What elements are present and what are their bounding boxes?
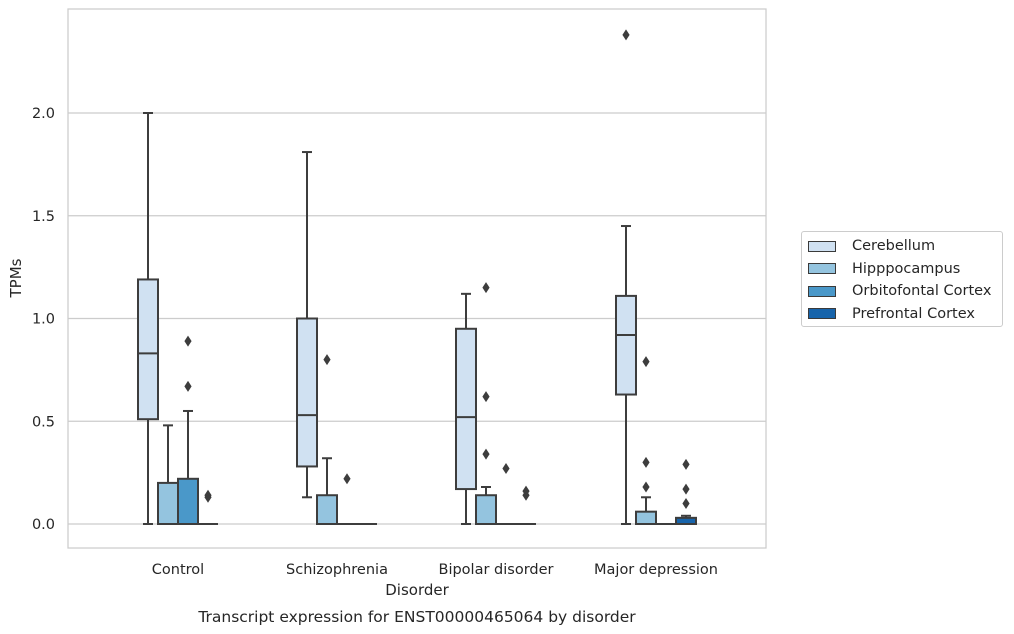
legend: Cerebellum Hipppocampus Orbitofontal Corte… <box>801 231 1003 327</box>
outlier-point <box>522 485 530 497</box>
box-2 <box>455 292 477 525</box>
legend-item: Prefrontal Cortex <box>808 303 1002 326</box>
box-body <box>157 481 179 525</box>
legend-swatch <box>808 308 836 320</box>
box-body <box>296 317 318 468</box>
box-2 <box>516 485 536 525</box>
legend-item: Hipppocampus <box>808 258 1002 281</box>
outlier-point <box>482 448 490 460</box>
box-body <box>316 494 338 526</box>
box-3 <box>615 29 637 525</box>
outlier-point <box>682 483 690 495</box>
box-body <box>177 477 199 526</box>
y-tick-label: 0.5 <box>32 414 55 430</box>
box-0 <box>198 489 218 525</box>
outlier-point <box>642 456 650 468</box>
outlier-point <box>682 458 690 470</box>
outlier-point <box>482 282 490 294</box>
series-cerebellum <box>137 29 637 525</box>
y-tick-labels: 0.0 0.5 1.0 1.5 2.0 <box>32 106 55 533</box>
box-body <box>455 327 477 491</box>
outlier-point <box>682 497 690 509</box>
y-tick-label: 0.0 <box>32 517 55 533</box>
box-0 <box>177 335 199 526</box>
x-axis-label: Disorder <box>385 581 449 599</box>
y-axis-label: TPMs <box>7 258 25 298</box>
outlier-point <box>642 356 650 368</box>
x-tick-label: Schizophrenia <box>286 562 388 578</box>
series-hipppocampus <box>157 282 657 526</box>
legend-label: Prefrontal Cortex <box>852 305 975 322</box>
outlier-point <box>482 391 490 403</box>
series-orbitofontal-cortex <box>177 335 676 526</box>
legend-swatch <box>808 263 836 275</box>
legend-item: Orbitofontal Cortex <box>808 280 1002 303</box>
outlier-point <box>184 335 192 347</box>
plot-area-frame <box>67 8 767 549</box>
box-2 <box>475 282 497 526</box>
box-0 <box>157 424 179 525</box>
box-1 <box>296 151 318 499</box>
chart-title: Transcript expression for ENST0000046506… <box>197 608 636 626</box>
legend-label: Hipppocampus <box>852 260 961 277</box>
box-body <box>475 494 497 526</box>
box-2 <box>496 463 516 525</box>
gridlines <box>68 112 766 525</box>
x-tick-label: Bipolar disorder <box>439 562 554 578</box>
x-tick-label: Control <box>152 562 204 578</box>
outlier-point <box>502 463 510 475</box>
y-tick-label: 2.0 <box>32 106 55 122</box>
box-3 <box>675 458 697 526</box>
legend-swatch <box>808 240 836 252</box>
legend-label: Orbitofontal Cortex <box>852 283 992 300</box>
box-body <box>615 294 637 396</box>
y-tick-label: 1.5 <box>32 209 55 225</box>
y-tick-label: 1.0 <box>32 312 55 328</box>
outlier-point <box>343 473 351 485</box>
box-body <box>137 278 159 421</box>
outlier-point <box>622 29 630 41</box>
box-series <box>137 29 697 526</box>
box-3 <box>635 356 657 526</box>
outlier-point <box>323 354 331 366</box>
legend-label: Cerebellum <box>852 238 936 255</box>
box-1 <box>316 354 338 526</box>
outlier-point <box>642 481 650 493</box>
box-body <box>635 510 657 526</box>
x-tick-labels: Control Schizophrenia Bipolar disorder Majo… <box>152 562 718 578</box>
legend-swatch <box>808 285 836 297</box>
x-tick-label: Major depression <box>594 562 718 578</box>
outlier-point <box>204 489 212 501</box>
box-0 <box>137 112 159 525</box>
legend-item: Cerebellum <box>808 235 1002 258</box>
series-prefrontal-cortex <box>198 458 697 526</box>
box-1 <box>337 473 357 525</box>
outlier-point <box>184 380 192 392</box>
